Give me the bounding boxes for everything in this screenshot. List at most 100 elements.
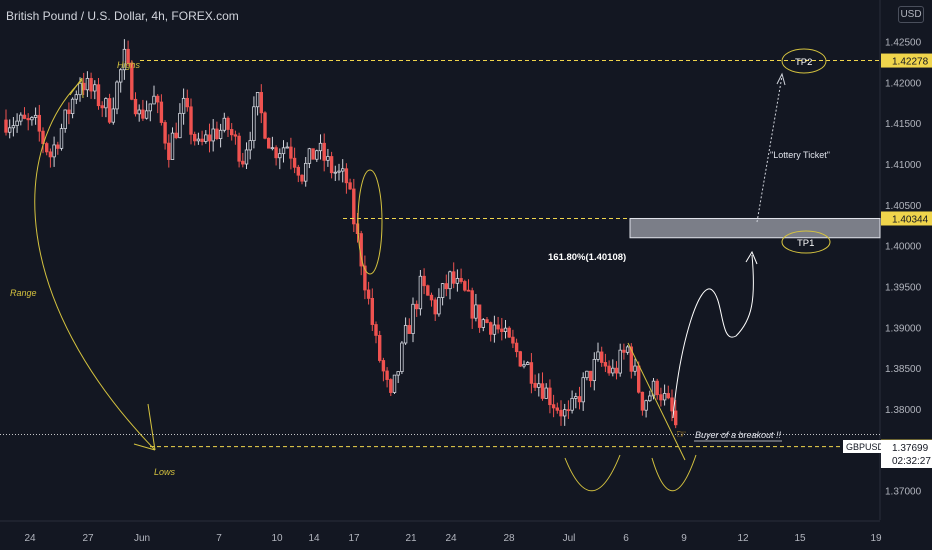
candle-body: [444, 283, 448, 290]
candle-body: [48, 151, 53, 158]
candle-body: [15, 120, 19, 127]
candle-body: [296, 166, 300, 176]
time-axis-ticks: 24 27 Jun 7 10 14 17 21 24 28 Jul 6 9 12 15 19: [24, 533, 882, 544]
candle-body: [577, 396, 582, 403]
candle-body: [255, 92, 260, 108]
lows-label: Lows: [154, 467, 176, 477]
candle-body: [622, 349, 626, 353]
candle-body: [355, 223, 360, 235]
candle-body: [233, 134, 238, 137]
range-arc-bottom-arrow: [133, 403, 156, 451]
breakout-label: Buyer of a breakout !!: [695, 430, 782, 440]
candlestick-series: [4, 39, 678, 429]
candle-body: [104, 98, 108, 109]
candle-body: [300, 174, 304, 182]
candle-body: [585, 370, 589, 379]
candle-body: [618, 349, 622, 374]
candle-body: [348, 182, 352, 190]
currency-button[interactable]: USD: [898, 6, 924, 23]
candle-body: [377, 335, 382, 361]
candle-body: [181, 97, 186, 114]
candle-body: [514, 342, 519, 353]
candle-body: [33, 114, 38, 118]
candle-body: [285, 146, 289, 149]
candle-body: [381, 360, 386, 372]
candle-body: [385, 370, 389, 380]
candle-body: [311, 148, 315, 160]
candle-body: [507, 327, 511, 338]
candle-body: [518, 351, 522, 367]
candle-body: [266, 137, 271, 149]
candle-body: [396, 371, 400, 376]
candle-body: [100, 105, 104, 109]
candle-body: [607, 365, 611, 374]
range-label: Range: [10, 288, 37, 298]
projection-path: [672, 254, 754, 419]
candle-body: [344, 168, 349, 184]
candle-body: [322, 142, 326, 161]
time-tick-label: Jul: [563, 533, 576, 544]
symbol-tag: [843, 440, 881, 453]
candle-body: [248, 140, 252, 151]
double-bottom-left: [564, 454, 621, 492]
price-tick-label: 1.41000: [885, 160, 922, 171]
candle-body: [70, 98, 75, 115]
candle-body: [540, 383, 545, 399]
candle-body: [148, 103, 152, 112]
candle-body: [451, 271, 456, 284]
candle-body: [4, 119, 8, 133]
candle-body: [22, 114, 27, 119]
candle-body: [485, 319, 489, 323]
candle-body: [74, 94, 78, 100]
time-tick-label: 28: [503, 533, 515, 544]
candle-body: [107, 98, 112, 123]
candle-body: [555, 407, 559, 411]
candle-body: [215, 128, 219, 139]
candle-body: [192, 133, 197, 142]
candle-body: [119, 69, 123, 83]
fib-label: 161.80%(1.40108): [548, 252, 626, 263]
candle-body: [137, 109, 141, 115]
price-tick-label: 1.39000: [885, 323, 922, 334]
time-tick-label: Jun: [134, 533, 150, 544]
countdown-value: 02:32:27: [892, 456, 931, 467]
target-zone: [629, 217, 881, 239]
candle-body: [662, 393, 667, 401]
price-tick-label: 1.39500: [885, 282, 922, 293]
candle-body: [433, 299, 437, 315]
double-bottom-right: [651, 454, 697, 492]
price-tick-label: 1.42000: [885, 78, 922, 89]
candle-body: [122, 48, 127, 71]
candle-body: [289, 146, 293, 159]
price-tick-label: 1.42500: [885, 37, 922, 48]
candle-body: [629, 346, 633, 372]
candle-body: [56, 144, 60, 149]
candle-body: [670, 397, 674, 412]
candle-body: [400, 342, 404, 373]
candle-body: [303, 162, 308, 182]
candle-body: [581, 377, 585, 403]
price-tick-label: 1.38500: [885, 364, 922, 375]
candle-body: [537, 383, 541, 388]
candle-body: [185, 97, 189, 108]
descending-trendline: [627, 342, 686, 461]
range-arc-top-arrow: [69, 77, 84, 99]
candle-body: [167, 142, 171, 160]
candle-body: [470, 290, 474, 319]
candle-body: [159, 101, 164, 123]
candle-body: [363, 265, 367, 291]
candle-body: [570, 397, 574, 411]
candle-body: [26, 118, 30, 121]
candle-body: [178, 112, 182, 139]
candle-body: [222, 117, 226, 131]
candle-body: [426, 285, 430, 296]
time-tick-label: 17: [348, 533, 360, 544]
time-tick-label: 9: [681, 533, 687, 544]
time-tick-label: 19: [870, 533, 882, 544]
candle-body: [45, 143, 49, 153]
candle-body: [252, 106, 256, 142]
candle-body: [352, 188, 356, 225]
candle-body: [200, 138, 204, 142]
lottery-dotted-line: [756, 75, 783, 223]
